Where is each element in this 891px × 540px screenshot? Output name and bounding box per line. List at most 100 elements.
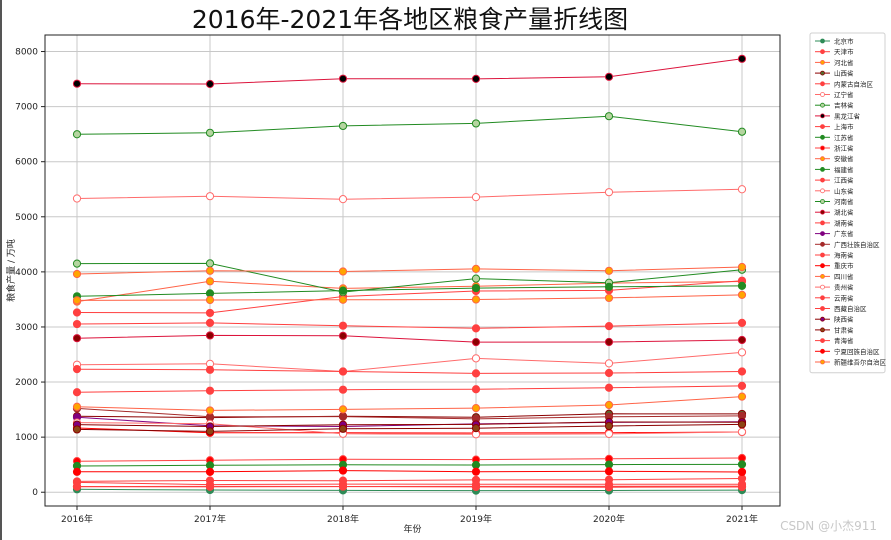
legend-marker <box>820 273 825 279</box>
legend-label: 广西壮族自治区 <box>834 240 880 249</box>
data-point <box>471 274 481 283</box>
data-point <box>205 331 215 340</box>
data-point <box>338 331 348 340</box>
data-point <box>72 402 82 411</box>
data-point <box>737 262 747 272</box>
window-left-border <box>0 0 2 540</box>
data-point <box>471 338 481 347</box>
data-point <box>471 324 481 333</box>
data-point <box>205 482 215 491</box>
legend-marker <box>820 220 825 226</box>
legend-label: 河南省 <box>834 197 854 206</box>
data-point <box>471 369 481 378</box>
legend-label: 天津市 <box>834 47 854 56</box>
plot-frame <box>44 34 781 507</box>
data-point <box>471 119 481 128</box>
legend-label: 贵州省 <box>834 283 854 292</box>
series-line-30 <box>77 470 743 473</box>
data-point <box>737 482 747 491</box>
data-point <box>205 386 215 395</box>
series-line-6 <box>76 351 743 373</box>
legend-label: 宁夏回族自治区 <box>834 347 880 356</box>
data-point <box>604 400 614 410</box>
series-line-5 <box>76 280 743 314</box>
x-tick-label: 2017年 <box>194 513 226 525</box>
data-point <box>205 295 215 305</box>
data-point <box>338 295 348 304</box>
series-line-15 <box>76 188 743 200</box>
legend-label: 广东省 <box>834 229 854 238</box>
data-point <box>604 482 614 491</box>
legend-marker <box>820 113 825 119</box>
data-point <box>338 405 348 414</box>
y-axis-label: 粮食产量 / 万吨 <box>5 239 17 302</box>
series-line-24 <box>76 422 743 435</box>
data-point <box>471 385 481 394</box>
data-point <box>205 308 215 318</box>
x-tick-label: 2018年 <box>327 513 359 525</box>
data-point <box>338 367 348 376</box>
data-point <box>471 404 481 413</box>
data-point <box>604 429 614 439</box>
data-point <box>737 420 747 429</box>
data-point <box>604 421 614 431</box>
series-line-10 <box>76 285 743 297</box>
series-line-25 <box>76 385 743 393</box>
data-point <box>737 460 747 469</box>
legend-marker <box>820 359 825 365</box>
y-tick-label: 5000 <box>15 213 38 223</box>
data-point <box>205 406 215 415</box>
legend-label: 江苏省 <box>834 133 854 142</box>
data-point <box>72 319 82 329</box>
data-point <box>471 295 481 304</box>
legend-marker <box>820 102 825 108</box>
data-point <box>205 289 215 298</box>
legend-marker <box>820 327 825 333</box>
legend-label: 黑龙江省 <box>834 111 861 120</box>
data-point <box>737 281 747 290</box>
data-point <box>471 467 481 476</box>
legend-marker <box>820 70 825 76</box>
legend-marker <box>820 263 825 269</box>
data-point <box>338 321 348 330</box>
legend-box <box>809 32 886 374</box>
data-point <box>72 365 82 374</box>
data-point <box>737 467 747 477</box>
x-axis-label: 年份 <box>403 523 421 535</box>
data-point <box>72 259 82 268</box>
y-tick-label: 1000 <box>15 433 38 443</box>
legend-label: 四川省 <box>834 272 854 281</box>
legend-label: 浙江省 <box>834 144 854 153</box>
data-point <box>604 112 614 121</box>
data-point <box>737 318 747 327</box>
legend-label: 青海省 <box>834 336 854 345</box>
legend-marker <box>820 38 825 44</box>
data-point <box>471 424 481 433</box>
series-line-27 <box>76 421 743 428</box>
legend-label: 吉林省 <box>834 101 854 110</box>
y-tick-label: 8000 <box>15 48 38 58</box>
series-line-21 <box>76 481 742 486</box>
y-tick-label: 7000 <box>15 103 38 113</box>
y-tick-label: 0 <box>32 488 38 498</box>
legend-label: 北京市 <box>834 37 854 46</box>
data-point <box>604 359 614 368</box>
series-line-23 <box>76 294 743 301</box>
legend-label: 山西省 <box>834 69 854 78</box>
legend-label: 海南省 <box>834 251 854 260</box>
data-point <box>72 467 82 476</box>
legend-label: 辽宁省 <box>834 90 854 99</box>
data-point <box>205 266 215 275</box>
legend-marker <box>820 177 825 183</box>
legend-marker <box>820 60 825 65</box>
data-point <box>205 79 215 89</box>
legend-marker <box>820 338 825 344</box>
data-point <box>205 259 215 268</box>
data-point <box>72 388 82 397</box>
data-point <box>737 367 747 376</box>
legend-label: 湖南省 <box>834 218 854 227</box>
data-point <box>338 424 348 433</box>
data-point <box>72 130 82 139</box>
